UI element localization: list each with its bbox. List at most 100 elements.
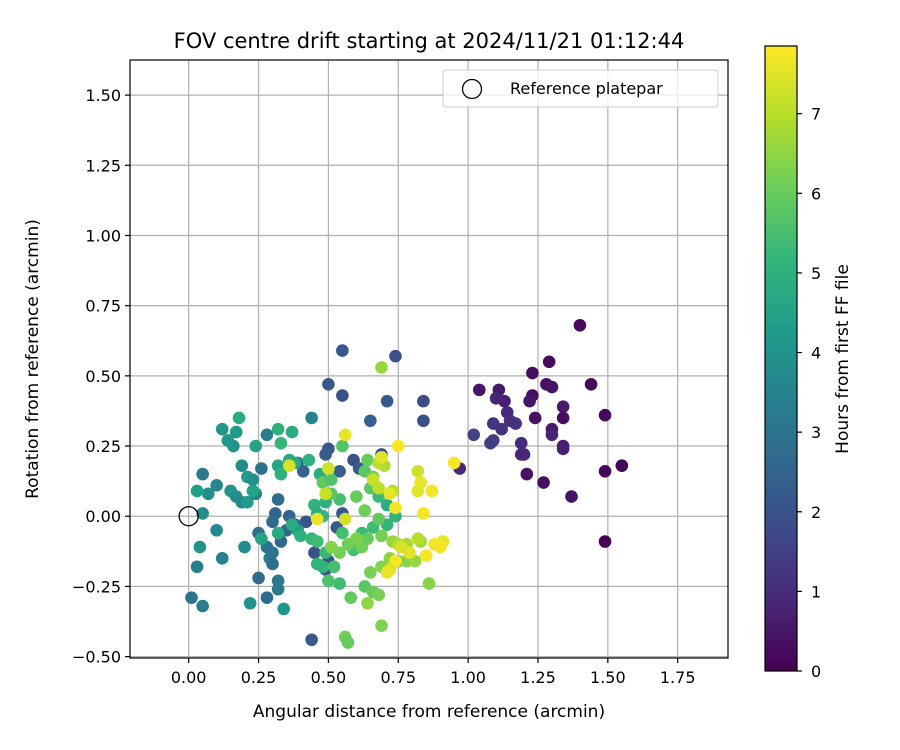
scatter-point [336,389,349,402]
scatter-point [271,526,285,540]
scatter-point [255,462,268,475]
scatter-point [333,577,346,590]
colorbar-ticks: 0 1 2 3 4 5 6 7 [797,105,821,681]
scatter-point [271,582,285,596]
scatter-point [338,512,352,526]
scatter-point [411,532,425,545]
scatter-point [417,414,430,428]
scatter-point [266,557,279,571]
scatter-point [190,484,204,498]
scatter-point [358,504,372,517]
scatter-point [327,560,341,574]
x-tick-label: 1.25 [520,668,556,687]
scatter-point [232,411,246,425]
scatter-point [210,523,223,537]
data-points [178,319,629,649]
scatter-point [266,546,279,560]
scatter-point [221,434,235,447]
scatter-point [310,557,324,571]
y-tick-label: −0.50 [72,648,121,667]
scatter-point [260,428,274,442]
scatter-point [196,599,209,613]
y-axis-ticks: −0.50 −0.25 0.00 0.25 0.50 0.75 1.00 1.25 1.50 [72,86,130,667]
y-tick-label: 0.00 [85,507,121,526]
colorbar-tick-label: 4 [811,344,821,363]
scatter-point [528,411,542,425]
scatter-point [285,425,299,439]
x-tick-label: 0.25 [241,668,277,687]
x-tick-label: 1.75 [660,668,696,687]
scatter-point [310,535,324,548]
scatter-point [598,465,612,478]
scatter-point [375,450,388,464]
y-tick-label: −0.25 [72,577,121,596]
scatter-point [545,428,559,442]
scatter-point [305,411,318,425]
scatter-point [322,377,335,391]
y-tick-label: 0.75 [85,297,121,316]
scatter-point [322,574,335,588]
y-axis-label: Rotation from reference (arcmin) [23,219,43,499]
scatter-point [190,560,204,574]
scatter-point [375,619,388,633]
legend: Reference platepar [442,69,719,108]
scatter-point [252,571,265,585]
colorbar-tick-label: 1 [811,582,821,601]
scatter-point [542,355,556,369]
scatter-point [305,633,318,647]
chart-title: FOV centre drift starting at 2024/11/21 … [174,29,685,53]
colorbar-tick-label: 0 [811,662,821,681]
x-tick-label: 1.00 [450,668,486,687]
scatter-point [185,591,198,604]
scatter-point [523,394,536,408]
scatter-point [584,377,598,391]
scatter-point [308,546,321,560]
legend-label: Reference platepar [510,79,663,98]
scatter-point [411,465,425,478]
x-tick-label: 0.75 [380,668,416,687]
plot-frame [129,59,729,659]
scatter-point [255,532,268,545]
scatter-point [338,428,352,442]
scatter-point [196,467,209,481]
scatter-point [565,490,578,503]
scatter-point [372,512,386,526]
colorbar-tick-label: 7 [811,105,821,124]
scatter-point [509,417,522,430]
scatter-point [336,526,349,540]
scatter-point [489,392,503,405]
scatter-point [285,518,299,531]
scatter-point [215,552,229,565]
scatter-point [333,465,346,478]
scatter-point [341,537,355,551]
scatter-point [299,515,313,529]
colorbar-label: Hours from first FF file [833,264,853,454]
grid [130,60,728,658]
scatter-point [514,436,528,450]
scatter-point [336,344,349,357]
scatter-point [495,422,508,436]
scatter-point [215,422,229,436]
scatter-point [294,529,307,543]
scatter-point [419,549,433,562]
scatter-point [545,380,559,394]
x-tick-label: 1.50 [590,668,626,687]
scatter-point [361,453,374,467]
scatter-point [350,490,363,503]
scatter-point [336,439,349,453]
scatter-point [310,512,324,526]
scatter-point [375,529,388,543]
legend-marker-icon [461,78,483,100]
scatter-point [375,361,388,374]
scatter-point [364,566,377,579]
scatter-point [389,501,402,515]
scatter-point [556,442,570,456]
scatter-point [615,459,629,472]
scatter-point [249,439,263,453]
scatter-point [417,394,430,408]
scatter-point [277,602,290,616]
scatter-point [472,383,486,397]
scatter-point [324,473,338,487]
scatter-point [372,481,386,495]
